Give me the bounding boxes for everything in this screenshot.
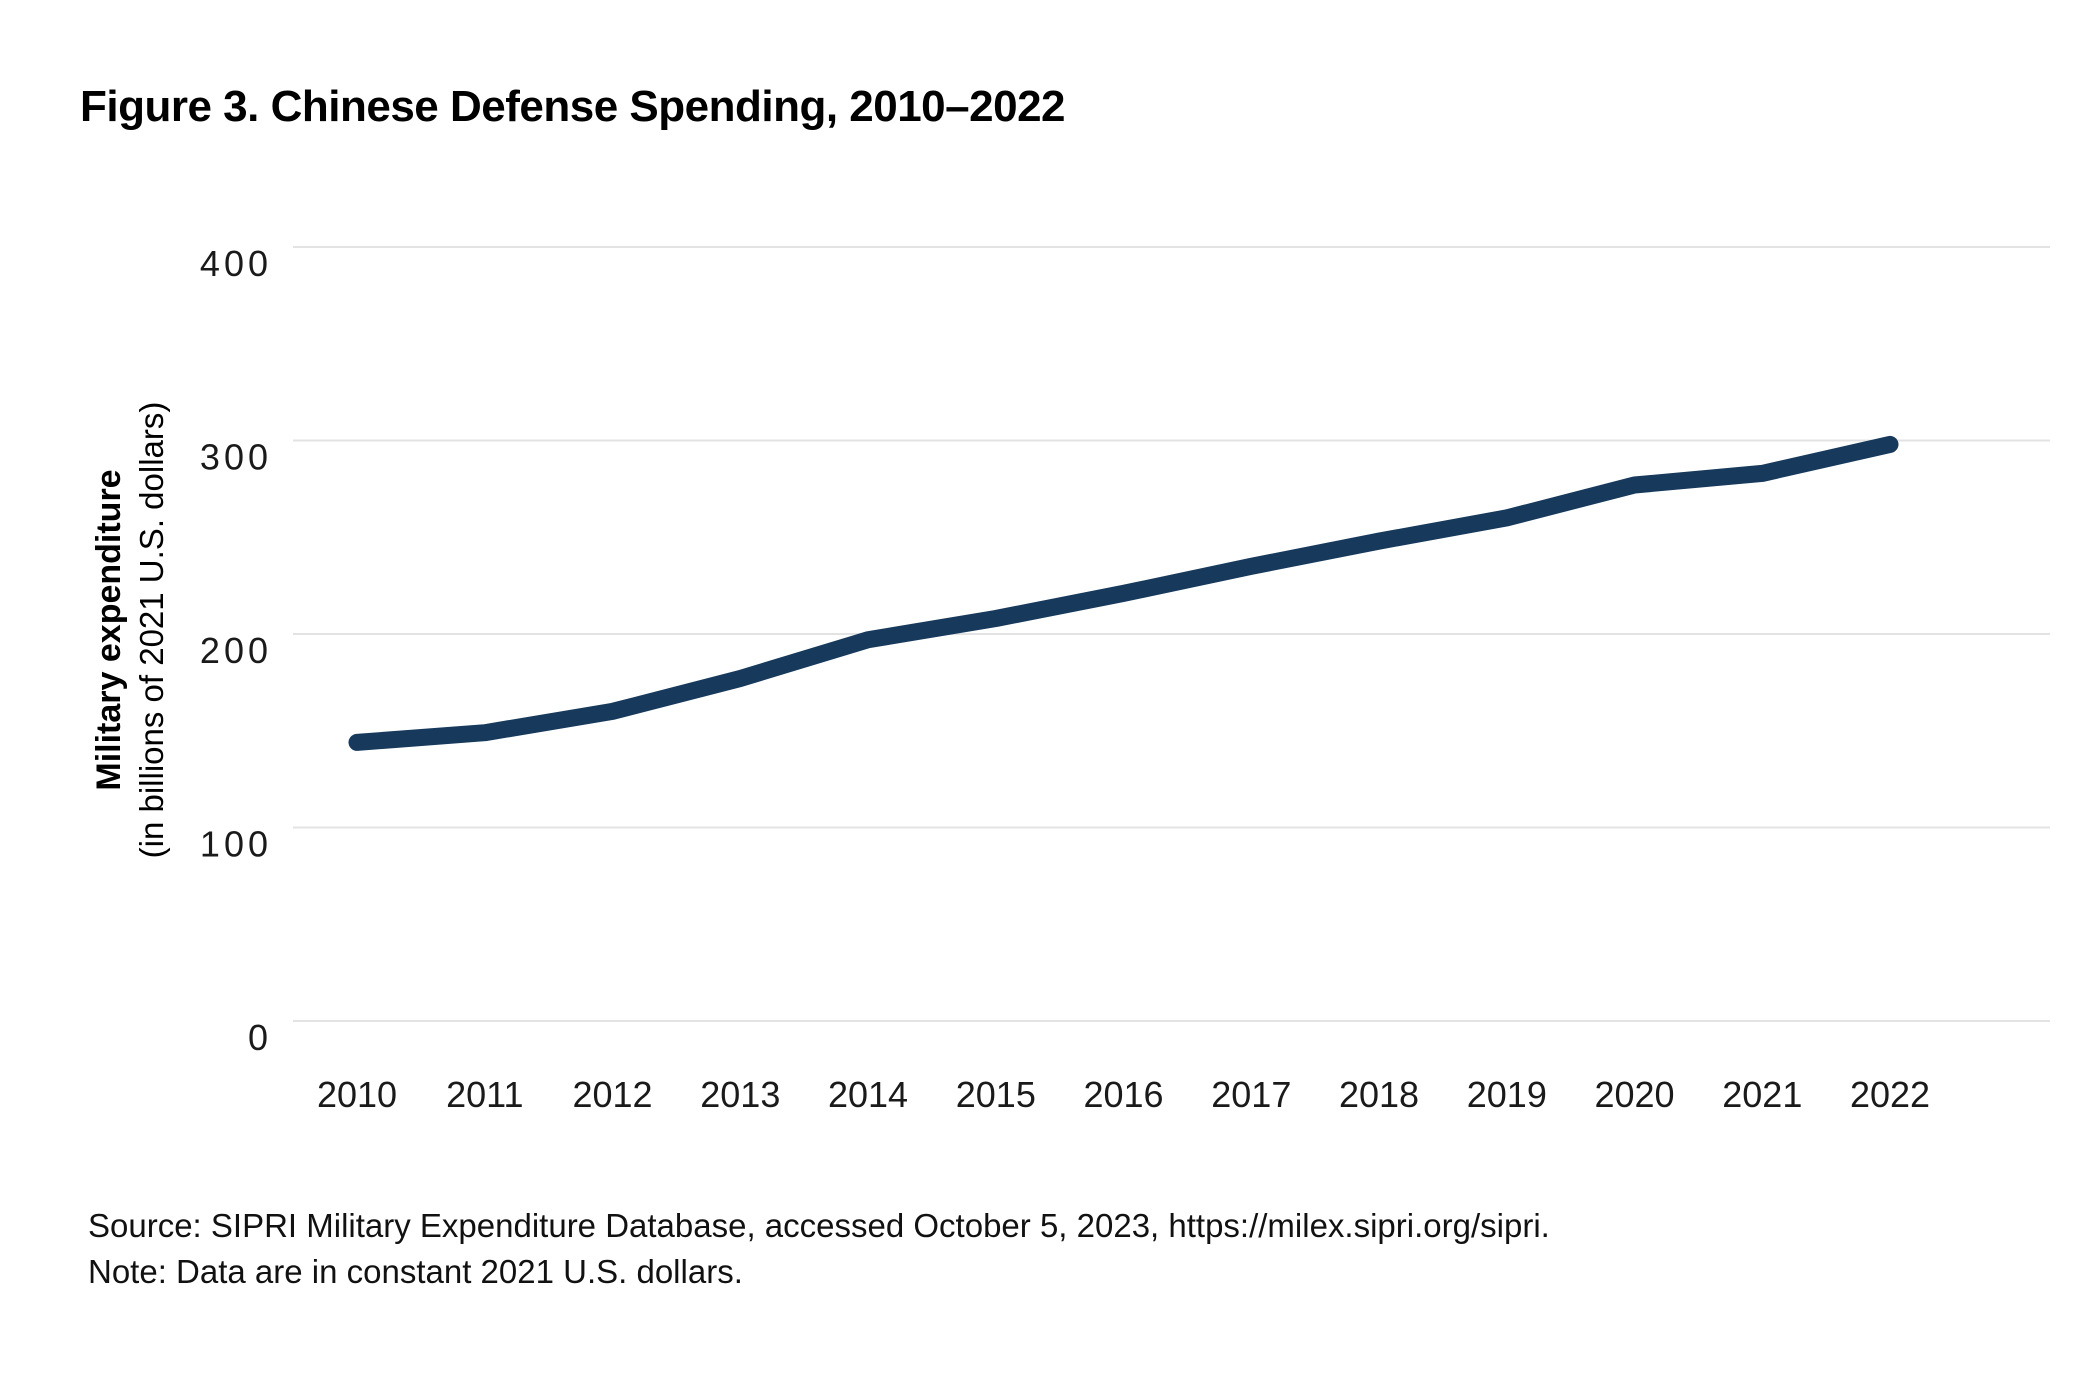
x-tick-label-2014: 2014 xyxy=(828,1074,908,1115)
x-tick-label-2011: 2011 xyxy=(446,1074,523,1115)
footnotes: Source: SIPRI Military Expenditure Datab… xyxy=(88,1203,1550,1294)
x-tick-label-2012: 2012 xyxy=(572,1074,652,1115)
x-tick-label-2018: 2018 xyxy=(1339,1074,1419,1115)
x-tick-label-2022: 2022 xyxy=(1850,1074,1930,1115)
x-tick-label-2021: 2021 xyxy=(1722,1074,1802,1115)
source-text: Source: SIPRI Military Expenditure Datab… xyxy=(88,1207,1550,1244)
x-tick-label-2017: 2017 xyxy=(1211,1074,1291,1115)
x-tick-label-2013: 2013 xyxy=(700,1074,780,1115)
y-tick-label-400: 400 xyxy=(200,243,272,284)
x-tick-label-2016: 2016 xyxy=(1083,1074,1163,1115)
x-tick-label-2010: 2010 xyxy=(317,1074,397,1115)
note-text: Note: Data are in constant 2021 U.S. dol… xyxy=(88,1252,743,1290)
y-tick-label-300: 300 xyxy=(200,437,272,478)
y-tick-label-0: 0 xyxy=(248,1017,272,1058)
x-tick-label-2019: 2019 xyxy=(1467,1074,1547,1115)
figure-title: Figure 3. Chinese Defense Spending, 2010… xyxy=(80,82,1066,131)
x-tick-label-2015: 2015 xyxy=(956,1074,1036,1115)
y-tick-label-200: 200 xyxy=(200,630,272,671)
y-tick-label-100: 100 xyxy=(200,824,272,865)
x-tick-label-2020: 2020 xyxy=(1594,1074,1674,1115)
data-line-chinese-military-expenditure xyxy=(348,435,1899,751)
